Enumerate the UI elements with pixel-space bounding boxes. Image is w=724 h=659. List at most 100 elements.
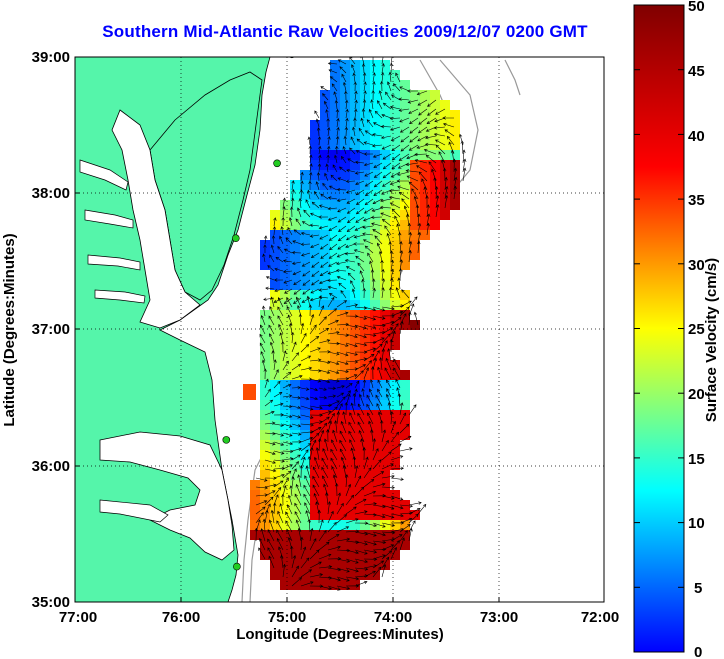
velocity-arrow: [345, 549, 359, 555]
velocity-arrow: [371, 144, 383, 148]
velocity-cell: [310, 340, 320, 350]
velocity-arrow: [329, 243, 338, 251]
velocity-cell: [390, 400, 400, 410]
velocity-cell: [300, 520, 310, 530]
velocity-cell: [350, 470, 360, 480]
velocity-cell: [280, 290, 290, 300]
velocity-arrow: [287, 314, 293, 326]
velocity-cell: [260, 550, 270, 560]
velocity-arrow: [300, 355, 312, 362]
velocity-arrow: [306, 295, 311, 308]
velocity-cell: [320, 330, 330, 340]
velocity-arrow: [399, 300, 412, 308]
velocity-arrow: [312, 475, 320, 488]
velocity-cell: [290, 400, 300, 410]
velocity-cell: [360, 230, 370, 240]
velocity-arrow: [340, 290, 347, 299]
velocity-arrow: [327, 270, 338, 275]
velocity-arrow: [363, 141, 374, 146]
velocity-arrow: [336, 537, 351, 542]
velocity-cell: [390, 160, 400, 170]
velocity-cell: [420, 150, 430, 160]
velocity-arrow: [260, 351, 266, 362]
velocity-arrow: [264, 483, 277, 488]
velocity-arrow: [355, 255, 365, 263]
velocity-arrow: [302, 270, 311, 277]
velocity-arrow: [397, 185, 410, 191]
velocity-arrow: [264, 459, 276, 464]
velocity-cell: [380, 420, 390, 430]
velocity-arrow: [311, 270, 320, 277]
velocity-arrow: [399, 412, 407, 425]
velocity-cell: [370, 390, 380, 400]
velocity-cell: [360, 350, 370, 360]
velocity-arrow: [302, 279, 311, 286]
velocity-arrow: [393, 358, 401, 371]
velocity-arrow: [415, 204, 420, 218]
velocity-cell: [400, 110, 410, 120]
velocity-arrow: [388, 241, 392, 254]
velocity-cell: [450, 150, 460, 160]
velocity-cell: [330, 370, 340, 380]
velocity-arrow: [273, 450, 285, 455]
velocity-arrow: [350, 402, 356, 416]
velocity-cell: [310, 350, 320, 360]
velocity-arrow: [327, 145, 331, 155]
velocity-cell: [370, 290, 380, 300]
bathymetry-contour: [504, 59, 521, 96]
velocity-cell: [370, 500, 380, 510]
velocity-arrow: [379, 205, 392, 210]
velocity-arrow: [372, 566, 382, 578]
velocity-cell: [320, 160, 330, 170]
velocity-arrow: [354, 315, 368, 320]
velocity-cell: [390, 500, 400, 510]
x-tick-label: 75:00: [268, 609, 306, 626]
velocity-cell: [390, 450, 400, 460]
velocity-arrow: [318, 145, 322, 155]
velocity-arrow: [372, 513, 386, 519]
velocity-arrow: [282, 197, 286, 209]
velocity-arrow: [381, 278, 386, 290]
velocity-cell: [260, 460, 270, 470]
velocity-arrow: [359, 270, 365, 281]
velocity-cell: [260, 260, 270, 270]
velocity-cell: [340, 420, 350, 430]
velocity-arrow: [327, 412, 335, 425]
velocity-arrow: [264, 432, 276, 436]
velocity-cell: [280, 500, 290, 510]
velocity-cell: [350, 580, 360, 590]
velocity-arrow: [327, 216, 338, 221]
velocity-arrow: [272, 226, 277, 236]
velocity-cell: [350, 380, 360, 390]
velocity-arrow: [372, 287, 376, 299]
velocity-cell: [380, 80, 390, 90]
velocity-arrow: [408, 527, 413, 542]
velocity-cell: [360, 420, 370, 430]
velocity-arrow: [345, 576, 360, 581]
velocity-cell: [290, 330, 300, 340]
velocity-cell: [290, 230, 300, 240]
velocity-cell: [440, 160, 450, 170]
velocity-arrow: [380, 80, 384, 92]
velocity-arrow: [345, 117, 349, 128]
velocity-cell: [450, 120, 460, 130]
velocity-arrow: [300, 423, 314, 427]
velocity-arrow: [345, 234, 356, 241]
velocity-arrow: [453, 167, 458, 182]
velocity-arrow: [354, 549, 368, 555]
velocity-arrow: [408, 296, 418, 308]
velocity-cell: [260, 510, 270, 520]
velocity-arrow: [362, 225, 374, 229]
velocity-arrow: [399, 423, 410, 434]
velocity-cell: [360, 300, 370, 310]
velocity-arrow: [372, 198, 383, 205]
velocity-cell: [420, 230, 430, 240]
velocity-cell: [380, 290, 390, 300]
velocity-arrow: [291, 432, 302, 436]
velocity-arrow: [353, 242, 365, 246]
velocity-arrow: [372, 306, 386, 312]
velocity-arrow: [325, 492, 329, 506]
velocity-arrow: [355, 189, 365, 196]
velocity-cell: [340, 520, 350, 530]
velocity-cell: [350, 110, 360, 120]
